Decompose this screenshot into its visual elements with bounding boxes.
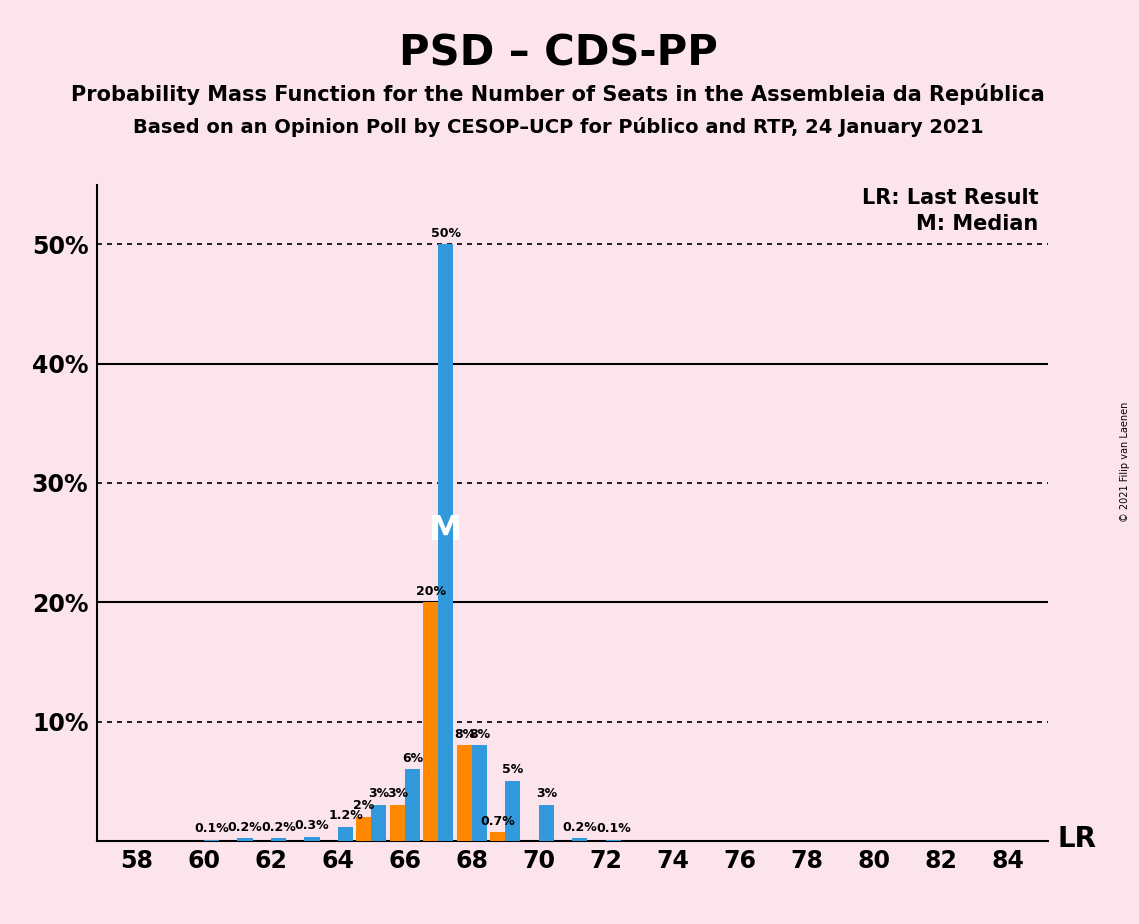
Bar <box>404 770 420 841</box>
Bar <box>271 838 286 841</box>
Text: 0.1%: 0.1% <box>194 821 229 835</box>
Text: 6%: 6% <box>402 751 423 764</box>
Bar <box>439 245 453 841</box>
Bar <box>506 781 521 841</box>
Text: © 2021 Filip van Laenen: © 2021 Filip van Laenen <box>1121 402 1130 522</box>
Text: M: M <box>429 515 462 547</box>
Text: 2%: 2% <box>353 799 375 812</box>
Bar <box>472 746 487 841</box>
Text: 0.2%: 0.2% <box>563 821 597 833</box>
Bar <box>304 837 320 841</box>
Text: 0.2%: 0.2% <box>261 821 296 833</box>
Bar <box>390 805 404 841</box>
Bar <box>371 805 386 841</box>
Text: 0.7%: 0.7% <box>481 815 515 828</box>
Text: 0.3%: 0.3% <box>295 820 329 833</box>
Bar <box>357 817 371 841</box>
Text: 8%: 8% <box>469 727 490 741</box>
Bar <box>606 840 621 841</box>
Text: PSD – CDS-PP: PSD – CDS-PP <box>399 32 718 74</box>
Bar <box>490 833 506 841</box>
Text: 5%: 5% <box>502 763 524 776</box>
Text: 3%: 3% <box>387 787 408 800</box>
Text: Based on an Opinion Poll by CESOP–UCP for Público and RTP, 24 January 2021: Based on an Opinion Poll by CESOP–UCP fo… <box>133 117 983 138</box>
Text: LR: Last Result: LR: Last Result <box>862 188 1039 208</box>
Text: 20%: 20% <box>416 585 445 598</box>
Text: 8%: 8% <box>453 727 475 741</box>
Text: 3%: 3% <box>368 787 390 800</box>
Bar <box>457 746 472 841</box>
Text: 3%: 3% <box>535 787 557 800</box>
Text: 1.2%: 1.2% <box>328 808 363 821</box>
Bar <box>237 838 253 841</box>
Bar <box>539 805 554 841</box>
Text: 50%: 50% <box>431 226 461 239</box>
Bar <box>338 827 353 841</box>
Text: 0.2%: 0.2% <box>228 821 262 833</box>
Text: Probability Mass Function for the Number of Seats in the Assembleia da República: Probability Mass Function for the Number… <box>72 83 1044 104</box>
Bar <box>572 838 588 841</box>
Text: M: Median: M: Median <box>916 214 1039 235</box>
Text: LR: LR <box>1057 825 1097 853</box>
Bar <box>424 602 439 841</box>
Text: 0.1%: 0.1% <box>596 821 631 835</box>
Bar <box>204 840 219 841</box>
